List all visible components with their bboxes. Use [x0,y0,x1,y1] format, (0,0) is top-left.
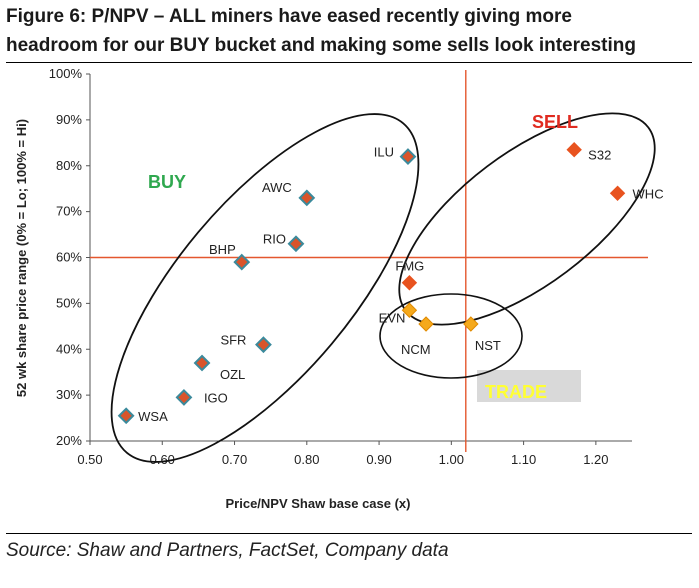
y-axis-label: 52 wk share price range (0% = Lo; 100% =… [14,119,29,397]
point-rio [287,235,305,253]
point-label-sfr: SFR [220,333,246,348]
scatter-chart: 20% 30% 40% 50% 60% 70% 80% 90% 100% 0.50 0.60 0.70… [14,66,664,511]
y-tick-label: 60% [56,250,82,265]
point-bhp [233,253,251,271]
point-label-whc: WHC [633,186,664,201]
sell-cluster-ellipse [398,112,656,326]
y-tick-label: 70% [56,204,82,219]
x-tick-label: 0.70 [222,452,247,467]
point-awc [298,189,316,207]
x-tick-label: 0.50 [77,452,102,467]
point-label-wsa: WSA [138,409,168,424]
zone-label-sell: SELL [532,112,578,132]
point-igo [175,389,193,406]
point-label-ozl: OZL [220,367,245,382]
buy-cluster-ellipse [110,113,420,463]
chart-overlays: BUY SELL TRADE [90,70,656,463]
point-ilu [399,148,417,165]
figure-title-line-2: headroom for our BUY bucket and making s… [6,35,636,56]
point-ozl [193,354,211,372]
y-tick-label: 40% [56,341,82,356]
point-s32 [566,141,582,158]
x-tick-label: 0.90 [366,452,391,467]
point-label-igo: IGO [204,390,228,405]
trade-zone-box [477,370,581,402]
x-axis-label: Price/NPV Shaw base case (x) [226,496,411,511]
point-label-rio: RIO [263,232,286,247]
point-label-s32: S32 [588,148,611,163]
point-sfr [255,336,272,354]
x-tick-label: 1.20 [583,452,608,467]
y-tick-label: 100% [49,66,83,81]
point-whc [609,185,626,201]
figure-title: Figure 6: P/NPV – ALL miners have eased … [6,2,694,60]
y-tick-label: 30% [56,387,82,402]
source-note: Source: Shaw and Partners, FactSet, Comp… [6,540,449,561]
point-label-awc: AWC [262,180,292,195]
title-divider [6,62,692,63]
y-tick-label: 80% [56,158,82,173]
y-tick-label: 90% [56,112,82,127]
chart-points: WSA IGO OZL SFR BHP RIO AWC ILU FMG S32 WHC EVN NCM N… [117,141,664,425]
y-tick-label: 20% [56,433,82,448]
zone-label-trade: TRADE [485,382,547,402]
point-label-nst: NST [475,338,501,353]
x-tick-label: 0.60 [150,452,175,467]
figure-title-line-1: Figure 6: P/NPV – ALL miners have eased … [6,6,572,27]
point-label-fmg: FMG [395,259,424,274]
point-label-ilu: ILU [374,145,394,160]
point-nst [463,316,479,332]
y-tick-label: 50% [56,295,82,310]
point-ncm [418,316,434,332]
point-label-bhp: BHP [209,242,236,257]
x-tick-label: 1.00 [439,452,464,467]
trade-cluster-ellipse [379,293,523,379]
point-evn [401,302,418,318]
point-label-evn: EVN [379,310,406,325]
point-fmg [401,275,418,291]
zone-label-buy: BUY [148,172,186,192]
x-tick-label: 1.10 [511,452,536,467]
x-tick-label: 0.80 [294,452,319,467]
point-label-ncm: NCM [401,342,431,357]
chart-axes: 20% 30% 40% 50% 60% 70% 80% 90% 100% 0.50 0.60 0.70… [49,66,632,467]
point-wsa [117,407,135,425]
source-divider [6,533,692,534]
